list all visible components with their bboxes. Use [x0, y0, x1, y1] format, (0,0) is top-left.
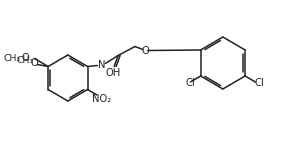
- Text: O: O: [142, 45, 150, 56]
- Text: Cl: Cl: [186, 78, 196, 88]
- Text: OH: OH: [105, 67, 121, 78]
- Text: N: N: [98, 59, 105, 70]
- Text: NO₂: NO₂: [92, 94, 111, 103]
- Text: CH₃: CH₃: [17, 56, 34, 65]
- Text: CH₃: CH₃: [4, 54, 21, 63]
- Text: O: O: [30, 58, 38, 67]
- Text: O: O: [22, 53, 29, 62]
- Text: Cl: Cl: [254, 78, 264, 88]
